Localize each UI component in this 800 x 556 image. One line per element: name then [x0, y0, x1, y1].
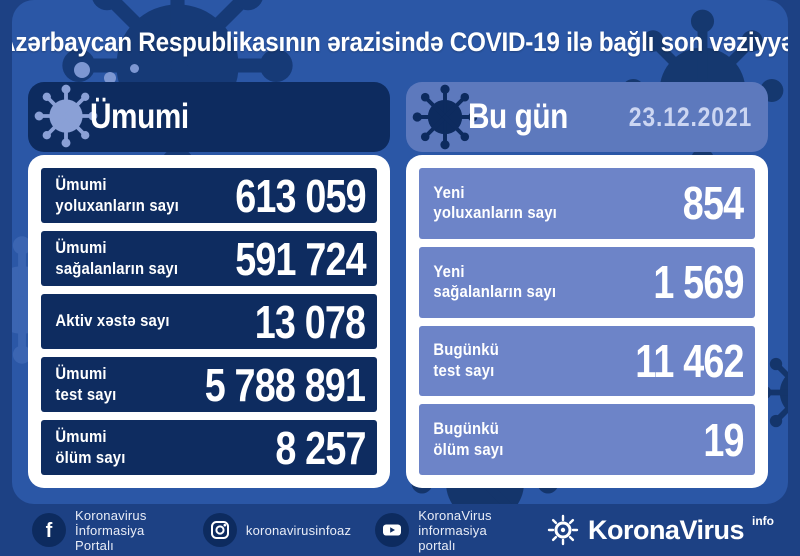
- stat-row-today-deaths: Bugünkü ölüm sayı 19: [419, 404, 755, 475]
- report-date: 23.12.2021: [628, 101, 752, 132]
- stat-row-new-recovered: Yeni sağalanların sayı 1 569: [419, 246, 755, 318]
- stat-row-active-cases: Aktiv xəstə sayı 13 078: [41, 294, 377, 349]
- decoration-dot: [74, 62, 90, 78]
- stat-label: Ümumi ölüm sayı: [55, 427, 126, 467]
- stat-label: Ümumi sağalanların sayı: [55, 238, 179, 278]
- stat-row-total-infections: Ümumi yoluxanların sayı 613 059: [41, 168, 377, 223]
- stat-value: 591 724: [234, 232, 366, 285]
- instagram-icon: [202, 513, 237, 547]
- instagram-label: koronavirusinfoaz: [245, 522, 352, 538]
- stat-value: 613 059: [234, 169, 366, 222]
- stat-row-total-tests: Ümumi test sayı 5 788 891: [41, 357, 377, 412]
- stat-value: 13 078: [255, 295, 366, 348]
- facebook-icon: f: [32, 513, 66, 547]
- today-panel-title: Bu gün: [468, 97, 568, 136]
- facebook-link[interactable]: f Koronavirus İnformasiya Portalı: [32, 508, 179, 553]
- stat-label: Yeni yoluxanların sayı: [433, 183, 557, 223]
- koronavirus-brand: KoronaVirus info: [546, 513, 774, 547]
- virus-icon: [34, 84, 98, 148]
- youtube-link[interactable]: KoronaVirus informasiya portalı: [375, 508, 522, 553]
- totals-panel-header: Ümumi: [28, 82, 390, 152]
- stat-row-today-tests: Bugünkü test sayı 11 462: [419, 325, 755, 397]
- page-title: Azərbaycan Respublikasının ərazisində CO…: [12, 26, 788, 57]
- brand-virus-icon: [547, 514, 579, 546]
- stat-value: 1 569: [653, 256, 744, 309]
- youtube-icon: [375, 513, 410, 547]
- stat-label: Yeni sağalanların sayı: [433, 262, 557, 302]
- stat-value: 19: [703, 413, 744, 466]
- facebook-label: Koronavirus İnformasiya Portalı: [75, 507, 147, 553]
- stat-label: Bugünkü ölüm sayı: [433, 420, 504, 459]
- stat-label: Ümumi yoluxanların sayı: [55, 175, 179, 215]
- stat-label: Aktiv xəstə sayı: [55, 312, 170, 331]
- totals-card: Ümumi yoluxanların sayı 613 059 Ümumi sa…: [28, 155, 390, 488]
- background-panel: Azərbaycan Respublikasının ərazisində CO…: [12, 0, 788, 504]
- stat-label: Ümumi test sayı: [55, 364, 117, 404]
- stat-row-new-infections: Yeni yoluxanların sayı 854: [419, 168, 755, 239]
- stat-value: 11 462: [635, 334, 744, 387]
- totals-panel-title: Ümumi: [90, 97, 189, 136]
- instagram-link[interactable]: koronavirusinfoaz: [202, 513, 352, 547]
- totals-panel: Ümumi Ümumi yoluxanların sayı 613 059 Üm…: [28, 82, 390, 488]
- footer: f Koronavirus İnformasiya Portalı korona…: [0, 504, 800, 556]
- today-panel-header: Bu gün 23.12.2021: [406, 82, 768, 152]
- stat-row-total-recovered: Ümumi sağalanların sayı 591 724: [41, 231, 377, 286]
- brand-superscript: info: [752, 514, 774, 528]
- youtube-label: KoronaVirus informasiya portalı: [418, 507, 492, 553]
- stat-value: 5 788 891: [205, 358, 366, 411]
- today-card: Yeni yoluxanların sayı 854 Yeni sağalanl…: [406, 155, 768, 488]
- stat-label: Bugünkü test sayı: [433, 341, 500, 380]
- today-panel: Bu gün 23.12.2021 Yeni yoluxanların sayı…: [406, 82, 768, 488]
- stat-row-total-deaths: Ümumi ölüm sayı 8 257: [41, 420, 377, 475]
- decoration-dot: [130, 64, 139, 73]
- stat-value: 854: [683, 177, 744, 230]
- stat-value: 8 257: [275, 421, 366, 474]
- decoration-dot: [104, 72, 116, 84]
- brand-text: KoronaVirus: [587, 515, 745, 545]
